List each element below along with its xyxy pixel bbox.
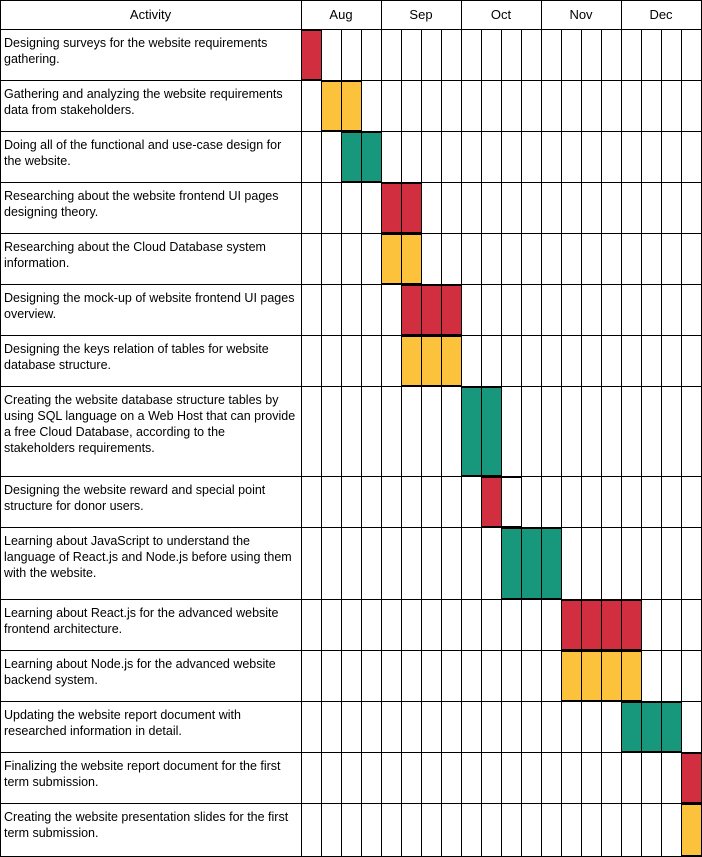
activity-label: Learning about JavaScript to understand … xyxy=(4,534,292,580)
grid-week-divider xyxy=(521,29,522,857)
grid-week-divider xyxy=(401,29,402,857)
activity-label: Doing all of the functional and use-case… xyxy=(4,138,282,168)
schedule-bar-yellow xyxy=(401,234,422,284)
schedule-bar-red xyxy=(301,30,322,80)
schedule-bar-yellow xyxy=(321,81,342,131)
grid-activity-divider xyxy=(301,0,302,857)
grid-week-divider xyxy=(641,29,642,857)
grid-week-divider xyxy=(581,29,582,857)
schedule-bar-red xyxy=(381,183,402,233)
activity-label: Learning about Node.js for the advanced … xyxy=(4,657,276,687)
grid-week-divider xyxy=(481,29,482,857)
schedule-bar-yellow xyxy=(401,336,422,386)
month-header-dec: Dec xyxy=(649,7,673,22)
schedule-bar-yellow xyxy=(601,651,622,701)
grid-row-divider xyxy=(0,182,702,183)
activity-label: Researching about the Cloud Database sys… xyxy=(4,240,266,270)
schedule-bar-yellow xyxy=(581,651,602,701)
grid-row-divider xyxy=(0,284,702,285)
schedule-bar-yellow xyxy=(681,804,702,856)
grid-week-divider xyxy=(501,29,502,857)
activity-label: Creating the website presentation slides… xyxy=(4,810,289,840)
grid-row-divider xyxy=(0,131,702,132)
activity-label: Designing the website reward and special… xyxy=(4,483,266,513)
schedule-bar-red xyxy=(401,285,422,335)
grid-row-divider xyxy=(0,233,702,234)
activity-label: Updating the website report document wit… xyxy=(4,708,241,738)
grid-row-divider xyxy=(0,599,702,600)
grid-row-divider xyxy=(0,386,702,387)
month-header-oct: Oct xyxy=(490,7,512,22)
schedule-bar-green xyxy=(461,387,482,476)
grid-row-divider xyxy=(0,752,702,753)
schedule-bar-yellow xyxy=(561,651,582,701)
grid-row-divider xyxy=(0,80,702,81)
grid-top-border xyxy=(0,0,702,1)
month-header-nov: Nov xyxy=(569,7,593,22)
grid-week-divider xyxy=(341,29,342,857)
schedule-bar-red xyxy=(481,477,502,527)
schedule-bar-green xyxy=(661,702,682,752)
grid-week-divider xyxy=(421,29,422,857)
schedule-bar-red xyxy=(601,600,622,650)
activity-label: Designing the mock-up of website fronten… xyxy=(4,291,295,321)
month-header-sep: Sep xyxy=(409,7,433,22)
activity-label: Finalizing the website report document f… xyxy=(4,759,281,789)
grid-week-divider xyxy=(601,29,602,857)
activity-label: Learning about React.js for the advanced… xyxy=(4,606,279,636)
grid-month-divider xyxy=(541,0,542,857)
grid-week-divider xyxy=(361,29,362,857)
schedule-bar-red xyxy=(681,753,702,803)
grid-row-divider xyxy=(0,476,702,477)
schedule-bar-yellow xyxy=(441,336,462,386)
grid-week-divider xyxy=(681,29,682,857)
grid-row-divider xyxy=(0,335,702,336)
schedule-bar-yellow xyxy=(381,234,402,284)
grid-month-divider xyxy=(461,0,462,857)
grid-row-divider xyxy=(0,701,702,702)
activity-label: Gathering and analyzing the website requ… xyxy=(4,87,283,117)
schedule-bar-green xyxy=(541,528,562,599)
schedule-bar-green xyxy=(501,528,522,599)
schedule-bar-green xyxy=(621,702,642,752)
schedule-bar-yellow xyxy=(421,336,442,386)
grid-row-divider xyxy=(0,803,702,804)
schedule-bar-yellow xyxy=(621,651,642,701)
schedule-bar-green xyxy=(521,528,542,599)
grid-row-divider xyxy=(0,650,702,651)
month-header-aug: Aug xyxy=(329,7,353,22)
grid-week-divider xyxy=(661,29,662,857)
schedule-bar-red xyxy=(581,600,602,650)
grid-row-divider xyxy=(0,527,702,528)
schedule-bar-green xyxy=(481,387,502,476)
grid-week-divider xyxy=(321,29,322,857)
activity-label: Researching about the website frontend U… xyxy=(4,189,279,219)
grid-week-divider xyxy=(561,29,562,857)
grid-left-border xyxy=(0,0,1,857)
schedule-bar-green xyxy=(361,132,382,182)
schedule-bar-red xyxy=(401,183,422,233)
schedule-bar-red xyxy=(421,285,442,335)
activity-label: Creating the website database structure … xyxy=(4,393,296,455)
schedule-bar-green xyxy=(341,132,362,182)
activity-column-header: Activity xyxy=(129,7,172,22)
activity-label: Designing the keys relation of tables fo… xyxy=(4,342,269,372)
schedule-bar-green xyxy=(641,702,662,752)
activity-label: Designing surveys for the website requir… xyxy=(4,36,268,66)
grid-month-divider xyxy=(621,0,622,857)
schedule-bar-yellow xyxy=(341,81,362,131)
schedule-bar-empty xyxy=(501,477,522,527)
grid-month-divider xyxy=(381,0,382,857)
schedule-bar-red xyxy=(621,600,642,650)
grid-week-divider xyxy=(441,29,442,857)
schedule-bar-red xyxy=(441,285,462,335)
grid-header-divider xyxy=(0,29,702,30)
schedule-bar-red xyxy=(561,600,582,650)
